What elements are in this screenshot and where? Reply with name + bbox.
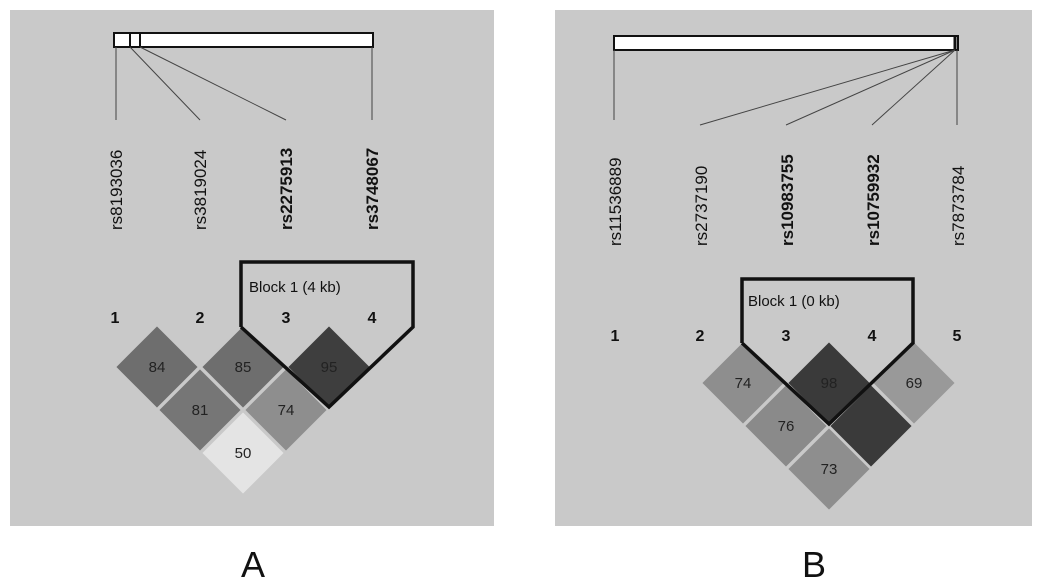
panel-b: rs11536889 rs2737190 rs10983755 rs107599… xyxy=(555,10,1032,526)
panel-a-marker-number: 4 xyxy=(368,310,377,327)
ld-cell-1-3 xyxy=(156,366,244,454)
panel-b-marker-number: 5 xyxy=(953,328,962,345)
panel-b-connector-3 xyxy=(785,49,956,126)
panel-b-marker-number: 1 xyxy=(611,328,620,345)
ld-cell-value: 98 xyxy=(821,375,838,392)
panel-a-chromosome xyxy=(113,32,374,48)
panel-b-marker-numbers: 1 2 3 4 5 xyxy=(611,328,962,345)
panel-b-connector-2 xyxy=(699,49,956,126)
ld-cell-value: 74 xyxy=(278,402,295,419)
panel-a-connector-lines xyxy=(115,46,373,121)
panel-a-label: A xyxy=(241,544,265,582)
panel-b-block-outline xyxy=(740,277,915,427)
panel-a-snp-label: rs3748067 xyxy=(363,148,382,230)
panel-b-snp-label: rs7873784 xyxy=(949,166,968,246)
panel-a-snp-label: rs2275913 xyxy=(277,148,296,230)
panel-b-chromosome xyxy=(613,35,959,51)
ld-cell-value: 50 xyxy=(235,445,252,462)
panel-b-connector-lines xyxy=(613,49,958,126)
panel-b-marker-number: 2 xyxy=(696,328,705,345)
ld-cell-value: 76 xyxy=(778,418,795,435)
panel-b-block-label: Block 1 (0 kb) xyxy=(748,293,840,310)
ld-cell-1-2 xyxy=(113,323,201,411)
panel-b-snp-labels: rs11536889 rs2737190 rs10983755 rs107599… xyxy=(606,154,968,246)
panel-a-connector-2 xyxy=(129,46,201,121)
panel-a-block-outline xyxy=(239,260,415,410)
panel-b-connector-4 xyxy=(871,49,956,126)
panel-a-snp-label: rs8193036 xyxy=(107,150,126,230)
panel-a-marker-number: 1 xyxy=(111,310,120,327)
panel-a-marker-number: 2 xyxy=(196,310,205,327)
panel-a-snp-labels: rs8193036 rs3819024 rs2275913 rs3748067 xyxy=(107,148,382,230)
ld-cell-value: 69 xyxy=(906,375,923,392)
panel-a-connector-3 xyxy=(139,46,287,121)
panel-a-haplotype-block: Block 1 (4 kb) xyxy=(239,260,415,410)
panel-a-marker-numbers: 1 2 3 4 xyxy=(111,310,377,327)
ld-cell-2-5 xyxy=(785,425,873,513)
panel-b-chromosome-bar xyxy=(613,35,959,51)
panel-b-snp-label: rs2737190 xyxy=(692,166,711,246)
panel-a-ld-matrix: 84 85 95 81 74 50 xyxy=(113,323,373,497)
panel-a-marker-number: 3 xyxy=(282,310,291,327)
ld-cell-value: 73 xyxy=(821,461,838,478)
panel-a-snp-label: rs3819024 xyxy=(191,150,210,230)
ld-cell-1-4 xyxy=(199,409,287,497)
ld-cell-value: 74 xyxy=(735,375,752,392)
ld-cell-value: 81 xyxy=(192,402,209,419)
panel-a: rs8193036 rs3819024 rs2275913 rs3748067 … xyxy=(10,10,494,526)
panel-a-block-label: Block 1 (4 kb) xyxy=(249,279,341,296)
ld-cell-value: 84 xyxy=(149,359,166,376)
panel-b-label: B xyxy=(802,544,826,582)
ld-cell-value: 85 xyxy=(235,359,252,376)
panel-b-marker-number: 4 xyxy=(868,328,877,345)
ld-cell-value: 95 xyxy=(321,359,338,376)
panel-b-haplotype-block: Block 1 (0 kb) xyxy=(740,277,915,427)
panel-b-snp-label: rs10983755 xyxy=(778,154,797,246)
panel-b-snp-label: rs11536889 xyxy=(606,157,625,246)
panel-a-chromosome-bar xyxy=(113,32,374,48)
panel-b-snp-label: rs10759932 xyxy=(864,154,883,246)
panel-b-marker-number: 3 xyxy=(782,328,791,345)
